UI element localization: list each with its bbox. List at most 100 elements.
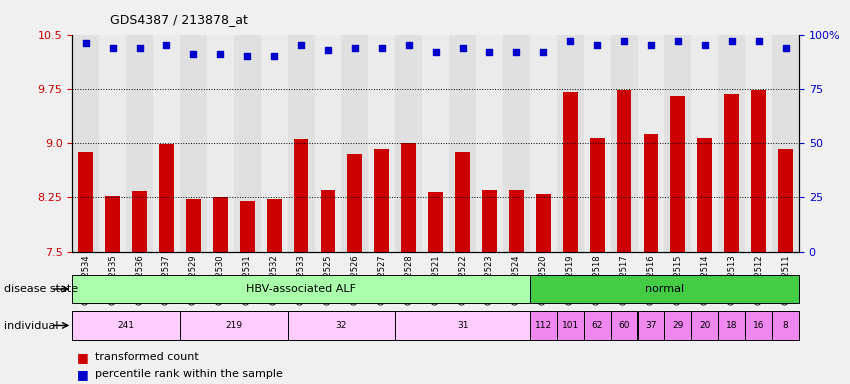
Bar	[724, 94, 740, 252]
Bar	[105, 196, 120, 252]
Bar	[401, 143, 416, 252]
Point	[348, 45, 361, 51]
Bar	[557, 311, 584, 340]
Bar	[240, 201, 255, 252]
Point	[725, 38, 739, 44]
Bar	[132, 191, 147, 252]
Bar	[72, 275, 530, 303]
Point	[402, 42, 416, 48]
Bar	[718, 35, 745, 252]
Bar	[745, 35, 772, 252]
Bar	[530, 311, 557, 340]
Text: ■: ■	[76, 351, 88, 364]
Point	[617, 38, 631, 44]
Bar	[395, 311, 530, 340]
Point	[321, 47, 335, 53]
Bar	[503, 35, 530, 252]
Bar	[751, 90, 766, 252]
Text: 101: 101	[562, 321, 579, 330]
Bar	[267, 199, 281, 252]
Point	[428, 49, 442, 55]
Bar	[428, 192, 443, 252]
Bar	[745, 311, 772, 340]
Bar	[368, 35, 395, 252]
Text: 8: 8	[783, 321, 789, 330]
Bar	[153, 35, 180, 252]
Bar	[718, 311, 745, 340]
Bar	[772, 311, 799, 340]
Bar	[638, 35, 665, 252]
Bar	[293, 139, 309, 252]
Text: 219: 219	[225, 321, 242, 330]
Bar	[320, 190, 336, 252]
Point	[483, 49, 496, 55]
Text: 241: 241	[117, 321, 134, 330]
Text: 20: 20	[699, 321, 711, 330]
Bar	[395, 35, 422, 252]
Bar	[374, 149, 389, 252]
Bar	[212, 197, 228, 252]
Point	[241, 53, 254, 60]
Point	[779, 45, 792, 51]
Point	[509, 49, 523, 55]
Point	[536, 49, 550, 55]
Text: 112: 112	[535, 321, 552, 330]
Bar	[99, 35, 126, 252]
Point	[105, 45, 119, 51]
Point	[375, 45, 388, 51]
Point	[267, 53, 280, 60]
Bar	[665, 35, 691, 252]
Point	[213, 51, 227, 57]
Bar	[691, 35, 718, 252]
Bar	[643, 134, 659, 252]
Bar	[126, 35, 153, 252]
Text: 16: 16	[753, 321, 764, 330]
Text: 29: 29	[672, 321, 683, 330]
Text: individual: individual	[4, 321, 59, 331]
Bar	[348, 154, 362, 252]
Bar	[72, 35, 99, 252]
Text: HBV-associated ALF: HBV-associated ALF	[246, 284, 356, 294]
Bar	[691, 311, 718, 340]
Point	[671, 38, 684, 44]
Bar	[557, 35, 584, 252]
Bar	[159, 144, 174, 252]
Point	[644, 42, 658, 48]
Bar	[638, 311, 665, 340]
Bar	[287, 35, 314, 252]
Text: GDS4387 / 213878_at: GDS4387 / 213878_at	[110, 13, 248, 26]
Bar	[563, 93, 578, 252]
Bar	[476, 35, 503, 252]
Bar	[610, 35, 638, 252]
Bar	[180, 35, 207, 252]
Bar	[342, 35, 368, 252]
Bar	[234, 35, 261, 252]
Bar	[314, 35, 342, 252]
Bar	[78, 152, 94, 252]
Bar	[665, 311, 691, 340]
Point	[79, 40, 93, 46]
Point	[698, 42, 711, 48]
Bar	[422, 35, 449, 252]
Bar	[610, 311, 638, 340]
Text: 37: 37	[645, 321, 657, 330]
Point	[590, 42, 604, 48]
Bar	[584, 311, 610, 340]
Point	[456, 45, 469, 51]
Text: transformed count: transformed count	[95, 352, 199, 362]
Bar	[186, 199, 201, 252]
Bar	[584, 35, 610, 252]
Bar	[772, 35, 799, 252]
Point	[564, 38, 577, 44]
Bar	[536, 194, 551, 252]
Bar	[590, 138, 604, 252]
Bar	[509, 190, 524, 252]
Bar	[482, 190, 497, 252]
Point	[751, 38, 765, 44]
Text: disease state: disease state	[4, 284, 78, 294]
Text: normal: normal	[645, 284, 684, 294]
Bar	[671, 96, 685, 252]
Text: 18: 18	[726, 321, 738, 330]
Point	[133, 45, 146, 51]
Text: 32: 32	[336, 321, 347, 330]
